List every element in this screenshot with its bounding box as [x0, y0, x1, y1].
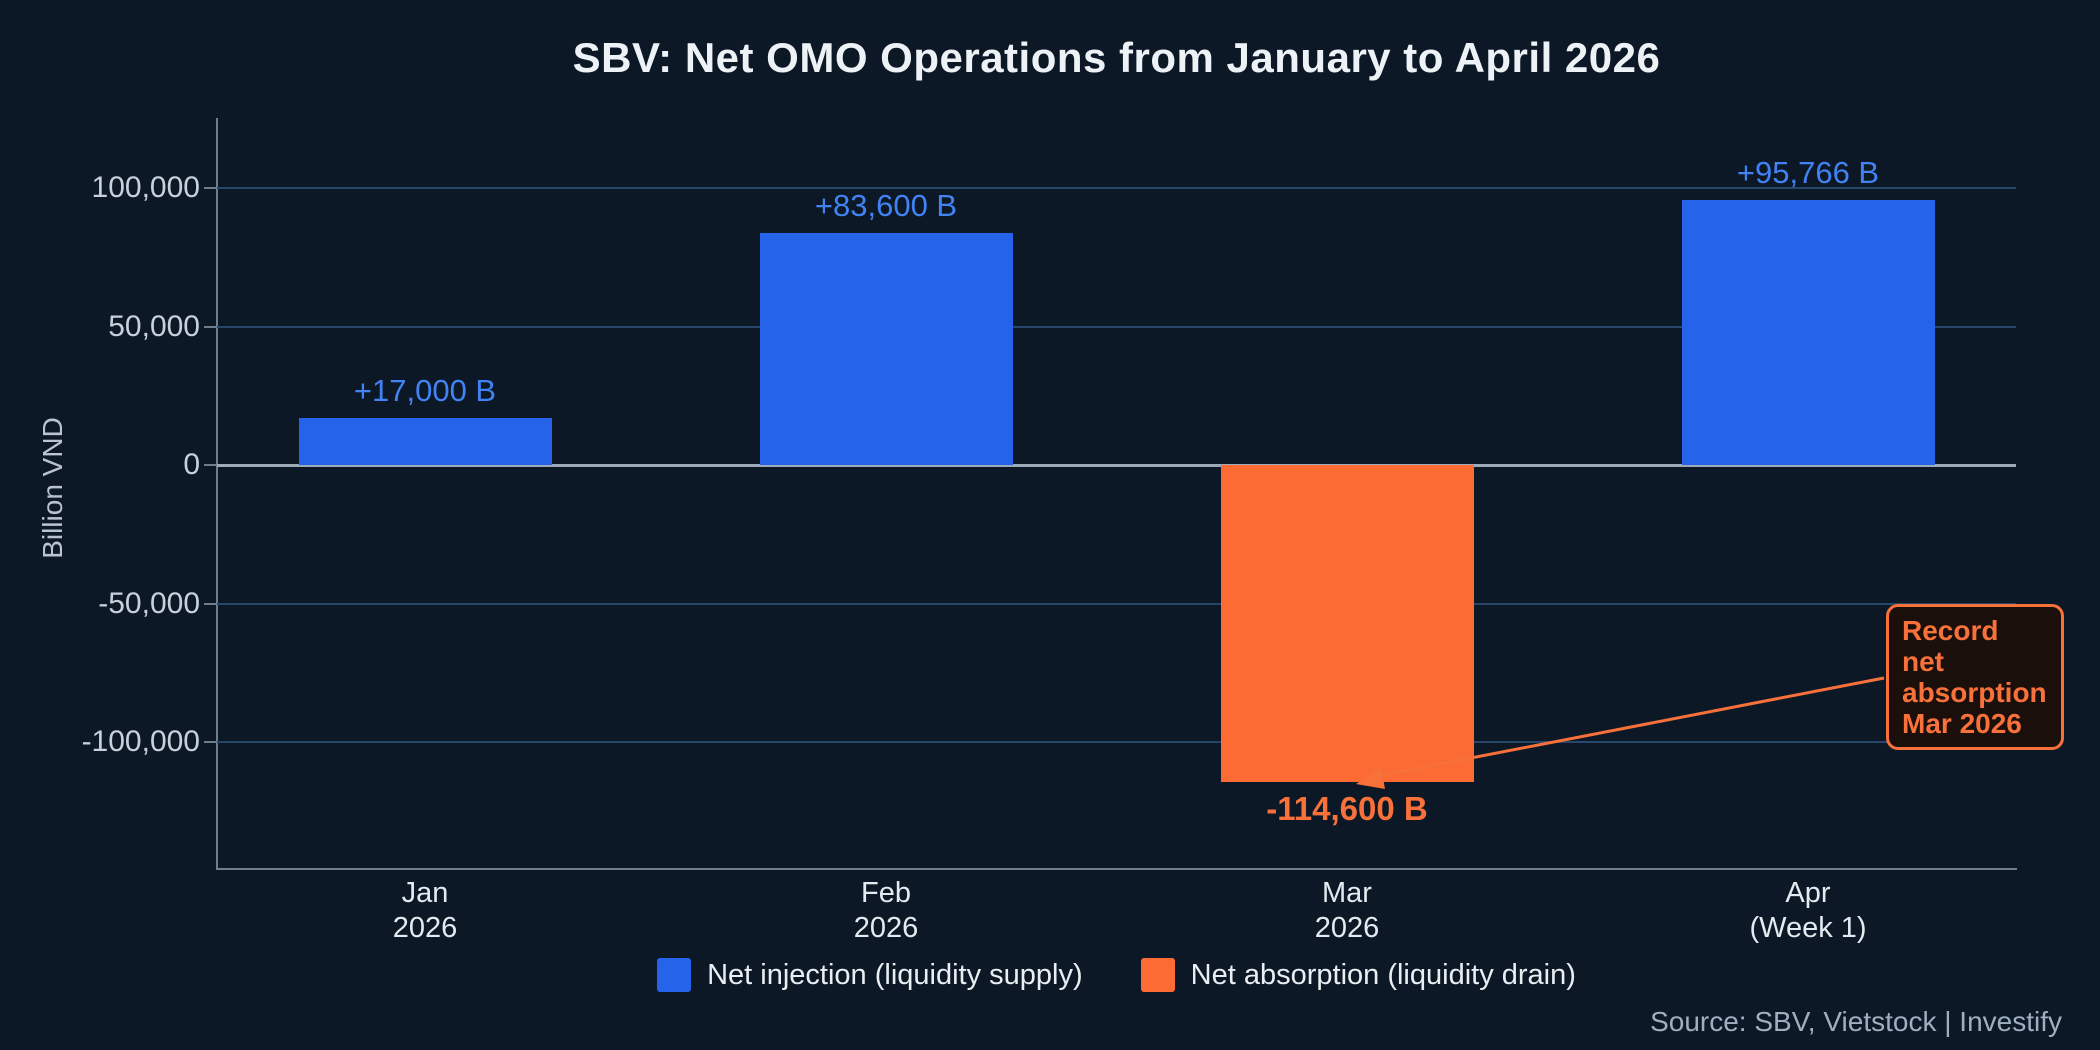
y-tick-mark — [204, 740, 217, 743]
legend-swatch-icon — [1140, 958, 1175, 992]
x-tick-label: Jan 2026 — [392, 877, 458, 944]
y-tick-mark — [204, 464, 217, 467]
y-tick-mark — [204, 187, 217, 190]
source-credit: Source: SBV, Vietstock | Investify — [1650, 1006, 2062, 1037]
legend-swatch-icon — [657, 958, 692, 992]
bar-net-injection — [1681, 199, 1935, 465]
legend-entry: Net injection (liquidity supply) — [657, 958, 1083, 992]
y-tick-mark — [204, 325, 217, 328]
y-axis-spine — [216, 118, 218, 870]
legend-label: Net injection (liquidity supply) — [707, 958, 1083, 991]
annotation-text-line: Mar 2026 — [1902, 708, 2022, 739]
gridline — [217, 740, 2016, 743]
bar-value-label: -114,600 B — [1266, 790, 1428, 828]
y-tick-mark — [204, 602, 217, 605]
bar-value-label: +95,766 B — [1736, 154, 1880, 190]
legend-entry: Net absorption (liquidity drain) — [1140, 958, 1576, 992]
x-tick-label: Mar 2026 — [1314, 877, 1380, 944]
gridline — [217, 187, 2016, 190]
y-tick-label: 100,000 — [91, 171, 200, 205]
x-axis-spine — [216, 868, 2017, 870]
legend-label: Net absorption (liquidity drain) — [1190, 958, 1576, 991]
y-tick-label: -100,000 — [81, 724, 200, 758]
bar-value-label: +17,000 B — [353, 372, 497, 408]
x-tick-label: Apr (Week 1) — [1749, 877, 1867, 944]
zero-baseline — [217, 463, 2016, 467]
y-tick-label: 0 — [183, 448, 200, 482]
y-tick-label: -50,000 — [98, 586, 200, 620]
annotation-text-line: absorption — [1902, 677, 2047, 708]
chart-title: SBV: Net OMO Operations from January to … — [572, 34, 1661, 81]
y-tick-label: 50,000 — [108, 309, 200, 343]
annotation-box: Record net absorption Mar 2026 — [1886, 604, 2064, 750]
bar-value-label: +83,600 B — [814, 188, 958, 224]
gridline — [217, 602, 2016, 605]
x-tick-label: Feb 2026 — [853, 877, 919, 944]
bar-net-injection — [298, 417, 552, 466]
legend: Net injection (liquidity supply) Net abso… — [217, 952, 2016, 998]
bar-net-absorption — [1220, 465, 1474, 783]
bar-net-injection — [759, 233, 1013, 466]
annotation-text-line: Record net — [1902, 615, 1999, 677]
gridline — [217, 325, 2016, 328]
